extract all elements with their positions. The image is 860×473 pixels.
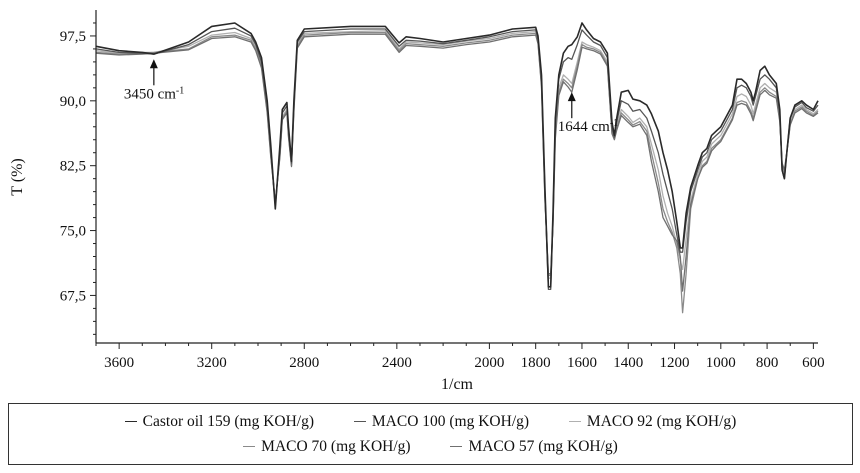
legend-label: MACO 57 (mg KOH/g) [468,438,618,455]
legend-label: Castor oil 159 (mg KOH/g) [142,413,315,430]
legend-item: Castor oil 159 (mg KOH/g) [124,413,315,431]
x-tick-label: 1200 [660,355,690,371]
ftir-chart: 3600 3200 2800 2400 2000 1800 1600 1400 1200 1000… [9,10,825,393]
legend-item: MACO 92 (mg KOH/g) [568,413,737,431]
series-line-1 [95,22,819,288]
legend: Castor oil 159 (mg KOH/g) MACO 100 (mg K… [8,403,853,465]
x-tick-label: 3600 [104,355,134,371]
series-layer [95,22,819,314]
series-line-2 [95,27,819,291]
annotation-arrowhead [149,59,158,69]
legend-item: MACO 57 (mg KOH/g) [450,438,618,456]
series-line-5 [95,33,819,292]
legend-label: MACO 70 (mg KOH/g) [261,438,411,455]
x-tick-label: 2000 [474,355,504,371]
x-tick-label: 2400 [382,355,412,371]
series-line-4 [95,31,819,314]
legend-label: MACO 92 (mg KOH/g) [586,413,737,430]
legend-row: MACO 70 (mg KOH/g) MACO 57 (mg KOH/g) [9,438,852,456]
y-tick-label: 75,0 [60,224,86,240]
annotation-label: 1644 cm-1 [558,118,618,135]
annotation-arrowhead [567,92,576,102]
y-axis-label: T (%) [9,158,26,195]
x-tick-label: 3200 [197,355,227,371]
legend-swatch [124,420,137,422]
x-tick-label: 1000 [706,355,736,371]
x-ticks: 3600 3200 2800 2400 2000 1800 1600 1400 1200 1000… [95,343,825,371]
y-ticks: 97,5 90,0 82,5 75,0 67,5 [60,22,96,335]
x-tick-label: 1800 [521,355,551,371]
annotations: 3450 cm-1 1644 cm-1 [124,59,618,135]
x-tick-label: 1400 [613,355,643,371]
x-tick-label: 600 [802,355,825,371]
legend-item: MACO 100 (mg KOH/g) [353,413,530,431]
x-tick-label: 1600 [567,355,597,371]
legend-swatch [568,420,581,422]
y-tick-label: 90,0 [60,94,86,110]
x-axis-label: 1/cm [441,376,474,393]
legend-label: MACO 100 (mg KOH/g) [371,413,530,430]
y-tick-label: 82,5 [60,159,86,175]
annotation-label: 3450 cm-1 [124,85,184,102]
x-tick-label: 2800 [289,355,319,371]
legend-swatch [353,420,366,422]
legend-swatch [450,445,463,447]
legend-swatch [243,445,256,447]
y-tick-label: 67,5 [60,288,86,304]
legend-item: MACO 70 (mg KOH/g) [243,438,411,456]
legend-row: Castor oil 159 (mg KOH/g) MACO 100 (mg K… [9,413,852,431]
y-tick-label: 97,5 [60,29,86,45]
x-tick-label: 800 [756,355,779,371]
